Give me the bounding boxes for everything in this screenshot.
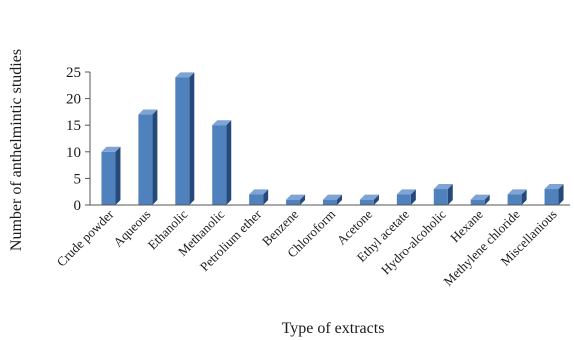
- bars: [101, 72, 564, 205]
- bar: [138, 109, 158, 205]
- bar-front: [323, 199, 337, 205]
- bar-front: [138, 114, 153, 205]
- bar-top: [544, 184, 564, 190]
- bar-front: [175, 77, 190, 205]
- bar: [396, 189, 416, 205]
- bar-top: [175, 72, 195, 78]
- bar-side: [189, 72, 195, 205]
- bar-top: [433, 184, 453, 190]
- bar-front: [544, 189, 559, 205]
- bar: [212, 120, 232, 205]
- bar-side: [558, 184, 564, 205]
- bar-top: [323, 194, 342, 200]
- bar-front: [286, 199, 301, 205]
- bar-side: [300, 194, 306, 205]
- bar: [175, 72, 195, 205]
- bar-side: [115, 146, 121, 205]
- bar-side: [447, 184, 453, 205]
- bar: [359, 194, 379, 205]
- x-axis-title: Type of extracts: [282, 320, 385, 337]
- bar-front: [433, 189, 448, 205]
- bar-front: [359, 199, 374, 205]
- bar: [286, 194, 306, 205]
- bar: [470, 194, 490, 205]
- bar: [249, 189, 269, 205]
- x-tick-label: Hydro-alcoholic: [378, 206, 449, 277]
- bar-front: [212, 125, 227, 205]
- bar-top: [212, 120, 232, 126]
- y-axis-ticks: 0 5 10 15 20 25: [66, 65, 90, 214]
- y-tick-label: 5: [74, 171, 82, 187]
- y-tick-label: 10: [66, 145, 81, 161]
- bar-side: [226, 120, 232, 205]
- bar-top: [101, 146, 121, 152]
- bar-side: [410, 189, 416, 205]
- bar-side: [484, 194, 490, 205]
- x-tick-label: Crude powder: [54, 206, 117, 269]
- bar-front: [470, 199, 485, 205]
- bar-top: [470, 194, 490, 200]
- bar-front: [396, 194, 411, 205]
- bar: [101, 146, 121, 205]
- bar-side: [152, 109, 158, 205]
- bar: [544, 184, 564, 205]
- bar: [433, 184, 453, 205]
- bar-top: [249, 189, 269, 195]
- bar: [507, 189, 527, 205]
- x-axis-tick-labels: Crude powderAqueousEthanolicMethanolicPe…: [54, 206, 560, 289]
- bar-side: [521, 189, 527, 205]
- y-axis-title: Number of anthelmintic studies: [8, 49, 25, 251]
- bar-front: [507, 194, 522, 205]
- bar-top: [507, 189, 527, 195]
- bar-top: [286, 194, 306, 200]
- bar-top: [138, 109, 158, 115]
- bar-side: [373, 194, 379, 205]
- y-tick-label: 15: [66, 118, 81, 134]
- y-tick-label: 20: [66, 92, 81, 108]
- bar-top: [359, 194, 379, 200]
- bar-front: [249, 194, 264, 205]
- bar-side: [337, 194, 342, 205]
- y-tick-label: 0: [74, 198, 82, 214]
- y-tick-label: 25: [66, 65, 81, 81]
- bar-front: [101, 151, 116, 205]
- bar-side: [263, 189, 269, 205]
- bar: [323, 194, 342, 205]
- bar-top: [396, 189, 416, 195]
